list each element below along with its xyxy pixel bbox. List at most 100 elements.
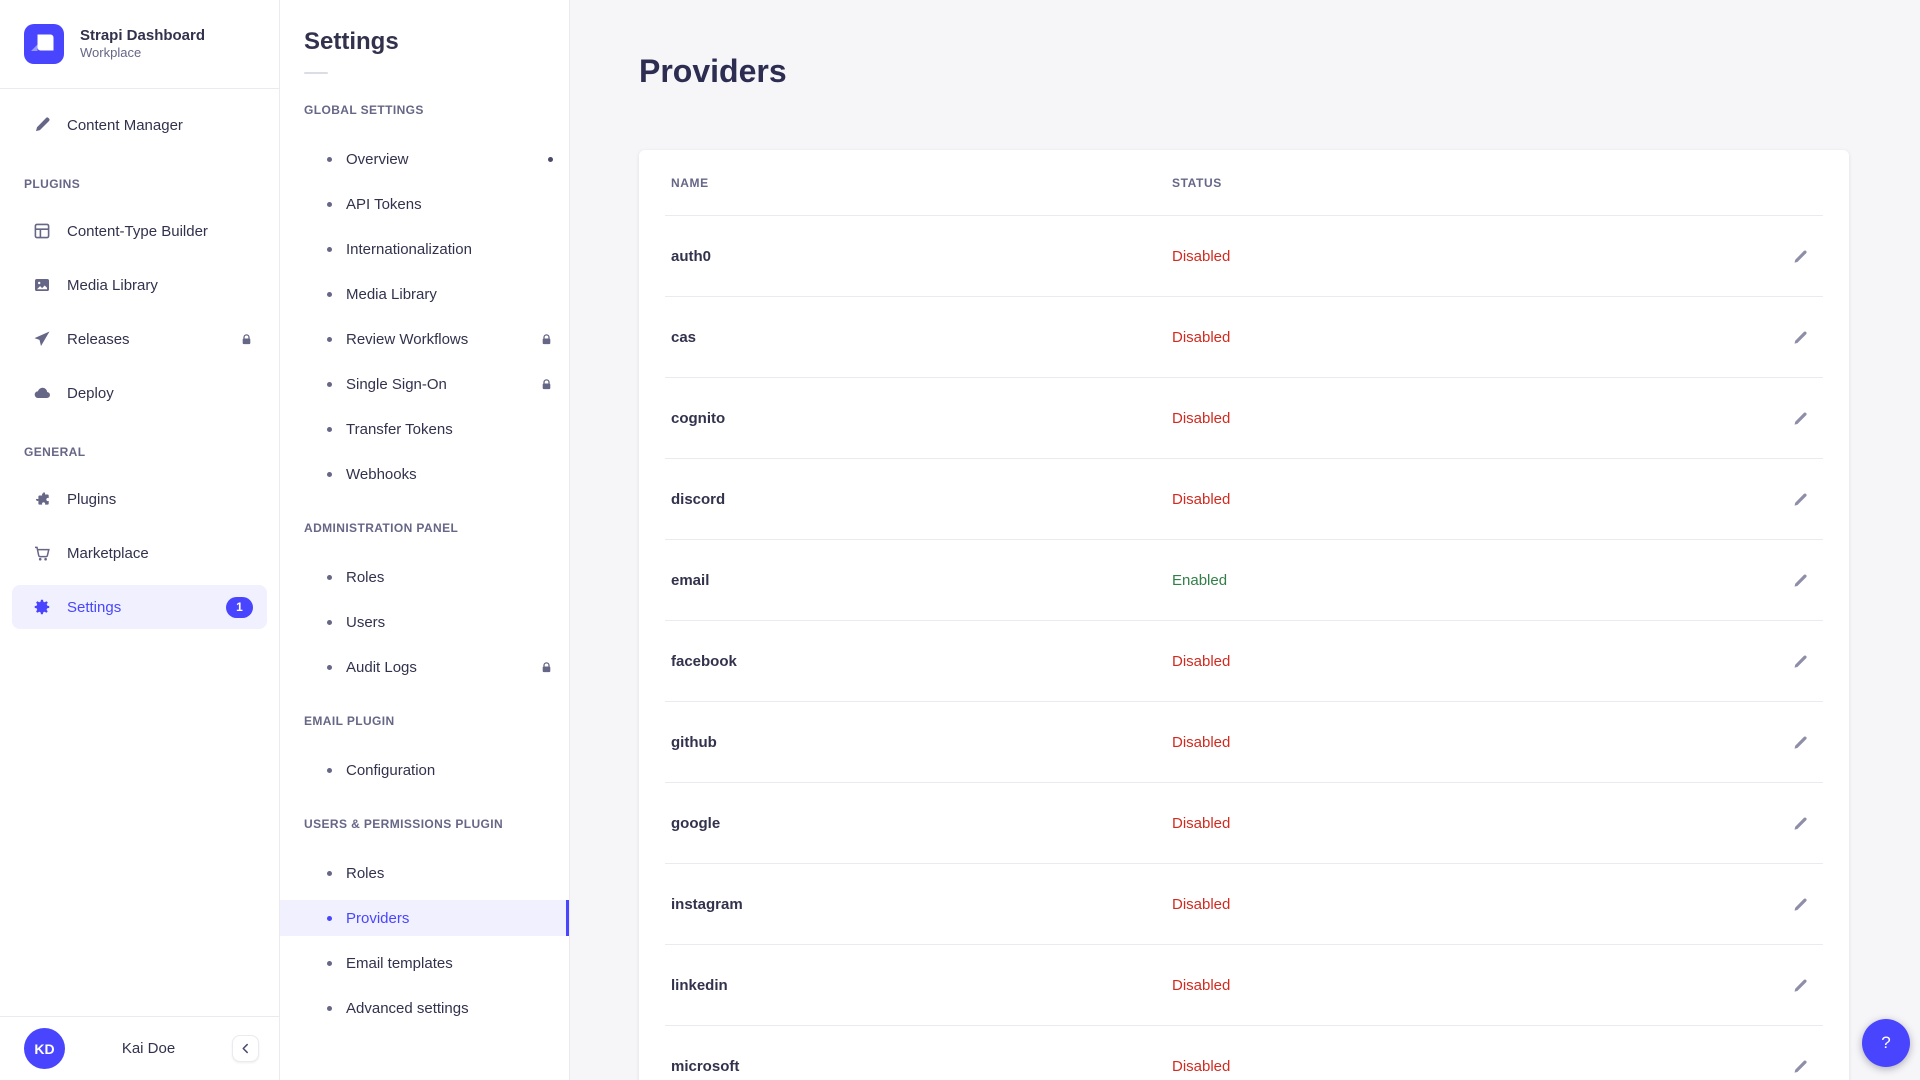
subnav-item-label: Roles: [346, 864, 385, 882]
subnav-item-label: Internationalization: [346, 240, 472, 258]
bullet-icon: [327, 246, 332, 252]
provider-name: cas: [671, 328, 697, 346]
user-name: Kai Doe: [121, 1040, 176, 1057]
table-row-github: github Disabled: [665, 702, 1823, 783]
edit-provider-button[interactable]: [1783, 401, 1817, 435]
edit-provider-button[interactable]: [1783, 887, 1817, 921]
subnav-item-single-sign-on[interactable]: Single Sign-On: [280, 366, 569, 402]
table-row-auth0: auth0 Disabled: [665, 216, 1823, 297]
bullet-icon: [327, 201, 332, 207]
sidebar-item-settings[interactable]: Settings 1: [12, 585, 267, 629]
bullet-icon: [327, 664, 332, 670]
avatar[interactable]: KD: [24, 1028, 65, 1069]
edit-provider-button[interactable]: [1783, 968, 1817, 1002]
main-sidebar: Strapi Dashboard Workplace Content Manag…: [0, 0, 280, 1080]
sidebar-item-label: Plugins: [67, 490, 117, 508]
page-title: Providers: [639, 53, 787, 89]
bullet-icon: [327, 1005, 332, 1011]
help-button[interactable]: ?: [1862, 1019, 1910, 1067]
subnav-item-users[interactable]: Users: [280, 604, 569, 640]
provider-name: discord: [671, 490, 726, 508]
pencil-icon: [1792, 1058, 1809, 1075]
sidebar-item-content-type-builder[interactable]: Content-Type Builder: [12, 209, 267, 253]
edit-provider-button[interactable]: [1783, 563, 1817, 597]
table-row-google: google Disabled: [665, 783, 1823, 864]
subnav-item-roles[interactable]: Roles: [280, 559, 569, 595]
subnav-section-header-email-plugin: EMAIL PLUGIN: [304, 714, 395, 728]
subnav-item-internationalization[interactable]: Internationalization: [280, 231, 569, 267]
subnav-item-label: Configuration: [346, 761, 436, 779]
column-header-name: NAME: [671, 175, 709, 190]
subnav-item-webhooks[interactable]: Webhooks: [280, 456, 569, 492]
subnav-item-label: Email templates: [346, 954, 453, 972]
subnav-item-api-tokens[interactable]: API Tokens: [280, 186, 569, 222]
bullet-icon: [327, 960, 332, 966]
provider-name: google: [671, 814, 721, 832]
subnav-item-transfer-tokens[interactable]: Transfer Tokens: [280, 411, 569, 447]
subnav-item-email-templates[interactable]: Email templates: [280, 945, 569, 981]
sidebar-item-marketplace[interactable]: Marketplace: [12, 531, 267, 575]
table-row-cognito: cognito Disabled: [665, 378, 1823, 459]
edit-provider-button[interactable]: [1783, 320, 1817, 354]
subnav-item-advanced-settings[interactable]: Advanced settings: [280, 990, 569, 1026]
main-content: Providers NAME STATUS auth0 Disabled cas Di…: [570, 0, 1920, 1080]
bullet-icon: [327, 336, 332, 342]
bullet-icon: [327, 381, 332, 387]
pencil-icon: [1792, 896, 1809, 913]
sidebar-item-label: Deploy: [67, 384, 114, 402]
sidebar-item-releases[interactable]: Releases: [12, 317, 267, 361]
provider-status: Enabled: [1172, 571, 1228, 589]
edit-provider-button[interactable]: [1783, 725, 1817, 759]
paper-plane-icon: [33, 330, 53, 348]
notifications-badge: 1: [226, 596, 253, 618]
brand-title: Strapi Dashboard: [80, 26, 206, 44]
subnav-item-label: Advanced settings: [346, 999, 469, 1017]
sidebar-item-content-manager[interactable]: Content Manager: [12, 103, 267, 147]
subnav-item-label: Media Library: [346, 285, 437, 303]
brand-subtitle: Workplace: [80, 45, 142, 61]
sidebar-section-header-general: GENERAL: [24, 445, 86, 459]
edit-provider-button[interactable]: [1783, 239, 1817, 273]
subnav-item-configuration[interactable]: Configuration: [280, 752, 569, 788]
subnav-item-review-workflows[interactable]: Review Workflows: [280, 321, 569, 357]
sidebar-section-header-plugins: PLUGINS: [24, 177, 81, 191]
subnav-item-audit-logs[interactable]: Audit Logs: [280, 649, 569, 685]
edit-provider-button[interactable]: [1783, 1050, 1817, 1080]
subnav-section-header-administration-panel: ADMINISTRATION PANEL: [304, 521, 459, 535]
brand-text: Strapi Dashboard Workplace: [80, 27, 205, 62]
subnav-item-providers[interactable]: Providers: [280, 900, 569, 936]
grid-icon: [33, 222, 53, 240]
pencil-icon: [1792, 572, 1809, 589]
sidebar-footer: KD Kai Doe: [0, 1016, 279, 1080]
settings-subnav: Settings GLOBAL SETTINGS Overview API Toke…: [280, 0, 570, 1080]
sidebar-item-plugins[interactable]: Plugins: [12, 477, 267, 521]
subnav-item-label: Review Workflows: [346, 330, 469, 348]
subnav-item-label: Roles: [346, 568, 385, 586]
subnav-section-header-users-permissions-plugin: USERS & PERMISSIONS PLUGIN: [304, 817, 504, 831]
subnav-item-label: Users: [346, 613, 386, 631]
sidebar-item-label: Content-Type Builder: [67, 222, 208, 240]
edit-provider-button[interactable]: [1783, 644, 1817, 678]
subnav-item-overview[interactable]: Overview: [280, 141, 569, 177]
sidebar-item-deploy[interactable]: Deploy: [12, 371, 267, 415]
column-header-status: STATUS: [1172, 175, 1222, 190]
subnav-section-header-global-settings: GLOBAL SETTINGS: [304, 103, 424, 117]
lock-icon: [540, 378, 553, 391]
pencil-icon: [1792, 653, 1809, 670]
cart-icon: [33, 544, 53, 562]
edit-provider-button[interactable]: [1783, 806, 1817, 840]
pencil-icon: [1792, 329, 1809, 346]
bullet-icon: [327, 426, 332, 432]
collapse-sidebar-button[interactable]: [232, 1035, 259, 1062]
sidebar-item-media-library[interactable]: Media Library: [12, 263, 267, 307]
edit-provider-button[interactable]: [1783, 482, 1817, 516]
subnav-item-media-library[interactable]: Media Library: [280, 276, 569, 312]
sidebar-nav: Content Manager PLUGINS Content-Type Buil…: [0, 89, 279, 1016]
table-row-email: email Enabled: [665, 540, 1823, 621]
provider-status: Disabled: [1172, 1058, 1231, 1075]
subnav-item-roles[interactable]: Roles: [280, 855, 569, 891]
pencil-icon: [1792, 410, 1809, 427]
bullet-icon: [327, 870, 332, 876]
table-row-facebook: facebook Disabled: [665, 621, 1823, 702]
pencil-icon: [1792, 734, 1809, 751]
